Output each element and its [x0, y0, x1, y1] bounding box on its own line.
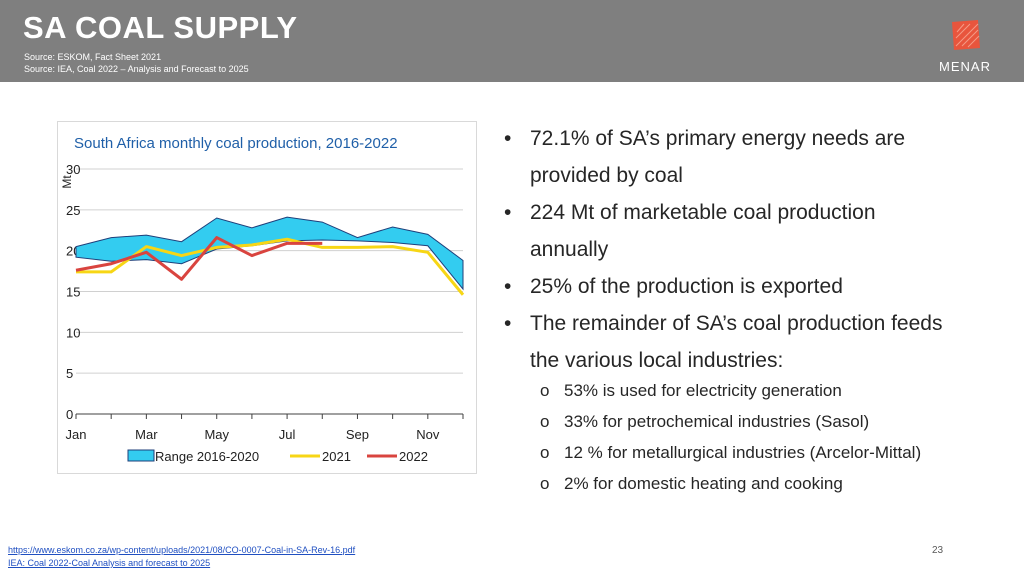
menar-logo-icon	[952, 20, 980, 50]
bullet-text: provided by coal	[530, 164, 683, 187]
legend-label: 2022	[399, 449, 428, 464]
sub-bullet-marker: o	[540, 381, 550, 400]
series-line-2022	[75, 236, 323, 281]
y-tick-label: 15	[66, 285, 80, 300]
x-tick-label: May	[204, 427, 229, 442]
bullet-text: The remainder of SA’s coal production fe…	[530, 312, 943, 335]
y-tick-label: 25	[66, 203, 80, 218]
y-tick-label: 0	[66, 407, 73, 422]
sub-bullet-marker: o	[540, 443, 550, 462]
coal-production-chart: South Africa monthly coal production, 20…	[60, 135, 465, 464]
source-line-2: Source: IEA, Coal 2022 – Analysis and Fo…	[24, 64, 249, 74]
sub-bullet-item: o 33% for petrochemical industries (Sasol…	[540, 410, 869, 434]
sub-bullet-item: o 12 % for metallurgical industries (Arce…	[540, 441, 921, 465]
sub-bullet-marker: o	[540, 412, 550, 431]
reference-links: https://www.eskom.co.za/wp-content/uploa…	[8, 544, 355, 570]
sub-bullet-text: 2% for domestic heating and cooking	[564, 474, 843, 493]
bullet-text: the various local industries:	[530, 349, 784, 372]
y-axis-label: Mt	[60, 175, 74, 189]
iea-link[interactable]: IEA: Coal 2022-Coal Analysis and forecas…	[8, 558, 211, 568]
x-tick-label: Jul	[279, 427, 296, 442]
sub-bullet-text: 33% for petrochemical industries (Sasol)	[564, 412, 870, 431]
page-title: SA COAL SUPPLY	[23, 10, 298, 45]
sub-bullet-item: o 53% is used for electricity generation	[540, 379, 842, 403]
menar-logo: MENAR	[932, 18, 998, 74]
bullet-item: • 224 Mt of marketable coal production ann…	[500, 194, 1005, 268]
bullet-text: 72.1% of SA’s primary energy needs are	[530, 127, 906, 150]
y-tick-label: 30	[66, 162, 80, 177]
chart-title: South Africa monthly coal production, 20…	[74, 135, 398, 152]
source-line-1: Source: ESKOM, Fact Sheet 2021	[24, 52, 162, 62]
bullet-item: • 72.1% of SA’s primary energy needs are p…	[500, 120, 1005, 194]
x-tick-label: Mar	[135, 427, 158, 442]
bullet-dot: •	[504, 201, 512, 224]
bullet-text: 224 Mt of marketable coal production	[530, 201, 876, 224]
bullet-dot: •	[504, 127, 512, 150]
header-bar: SA COAL SUPPLY Source: ESKOM, Fact Sheet…	[0, 0, 1024, 82]
bullet-text: annually	[530, 238, 609, 261]
x-tick-label: Sep	[346, 427, 369, 442]
legend-label: Range 2016-2020	[155, 449, 259, 464]
x-tick-label: Nov	[416, 427, 440, 442]
bullet-dot: •	[504, 275, 512, 298]
bullet-dot: •	[504, 312, 512, 335]
y-tick-label: 10	[66, 325, 80, 340]
sub-bullet-marker: o	[540, 474, 550, 493]
sub-bullet-text: 12 % for metallurgical industries (Arcel…	[564, 443, 922, 462]
range-band	[75, 216, 464, 291]
y-tick-label: 5	[66, 366, 73, 381]
eskom-link[interactable]: https://www.eskom.co.za/wp-content/uploa…	[8, 545, 356, 555]
legend-swatch-range	[127, 449, 155, 462]
bullet-text: 25% of the production is exported	[530, 275, 843, 298]
chart-panel: South Africa monthly coal production, 20…	[57, 121, 477, 474]
bullet-item: • 25% of the production is exported	[500, 268, 1005, 305]
sub-bullet-text: 53% is used for electricity generation	[564, 381, 842, 400]
page-number: 23	[932, 545, 944, 556]
logo-text: MENAR	[939, 59, 991, 74]
sub-bullet-item: o 2% for domestic heating and cooking	[540, 472, 843, 496]
bullet-item: • The remainder of SA’s coal production f…	[500, 305, 1005, 379]
legend-label: 2021	[322, 449, 351, 464]
x-tick-label: Jan	[66, 427, 87, 442]
series-line-2021	[76, 237, 465, 296]
